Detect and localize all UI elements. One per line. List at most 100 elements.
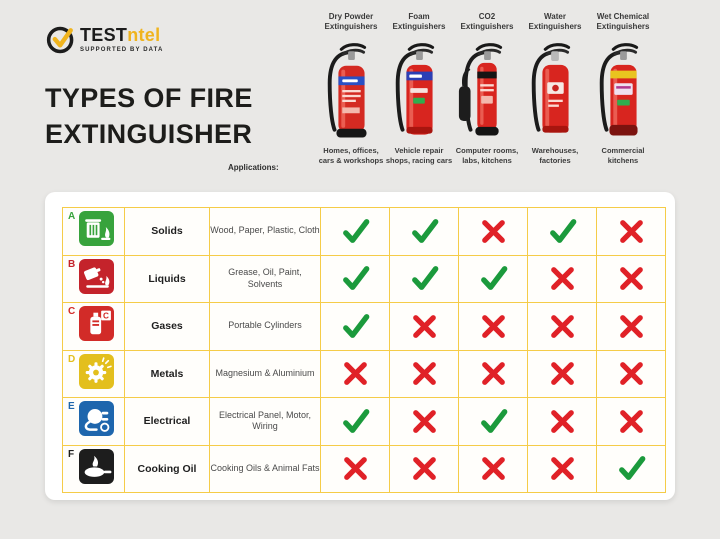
check-mark-icon xyxy=(618,456,645,481)
check-mark-icon xyxy=(342,218,369,243)
cross-mark-icon xyxy=(481,457,505,481)
extinguisher-application: Vehicle repair shops, racing cars xyxy=(385,146,453,165)
applications-label: Applications: xyxy=(228,163,279,172)
mark-cell xyxy=(320,302,390,351)
check-mark-icon xyxy=(321,216,389,247)
cross-mark-icon xyxy=(321,453,389,484)
table-row-liquids: B Liquids Grease, Oil, Paint, Solvents xyxy=(62,254,666,303)
cross-mark-icon xyxy=(597,216,665,247)
cross-mark-icon xyxy=(343,362,367,386)
check-mark-icon xyxy=(321,406,389,437)
cross-mark-icon xyxy=(528,358,596,389)
table-row-electrical: E Electrical Electrical Panel, Motor, Wiri… xyxy=(62,397,666,446)
extinguisher-application: Homes, offices, cars & workshops xyxy=(318,146,384,165)
check-mark-icon xyxy=(411,218,438,243)
cross-mark-icon xyxy=(390,311,458,342)
extinguisher-label: Water Extinguishers xyxy=(528,12,582,31)
mark-cell xyxy=(389,397,459,446)
cross-mark-icon xyxy=(619,314,643,338)
svg-text:C: C xyxy=(103,312,109,321)
wet-chemical-extinguisher-image xyxy=(589,38,657,142)
extinguisher-column-co2: CO2 Extinguishers Computer rooms, labs, k… xyxy=(453,12,521,166)
mark-cell xyxy=(596,397,666,446)
extinguisher-label: Dry Powder Extinguishers xyxy=(324,12,378,31)
cross-mark-icon xyxy=(459,358,527,389)
page-title-line1: TYPES OF FIRE xyxy=(45,83,253,113)
brand-name: TESTntel xyxy=(80,25,163,45)
check-mark-icon xyxy=(390,263,458,294)
cross-mark-icon xyxy=(597,311,665,342)
table-row-cooking-oil: F Cooking Oil Cooking Oils & Animal Fats xyxy=(62,444,666,493)
extinguisher-column-water: Water Extinguishers Warehouses, factories xyxy=(521,12,589,166)
class-letter: D xyxy=(68,353,76,365)
class-name: Cooking Oil xyxy=(124,444,210,493)
mark-cell xyxy=(320,444,390,493)
cross-mark-icon xyxy=(481,362,505,386)
mark-cell xyxy=(389,444,459,493)
extinguisher-column-foam: Foam Extinguishers Vehicle repair shops, … xyxy=(385,12,453,166)
class-materials: Electrical Panel, Motor, Wiring xyxy=(209,397,321,446)
cross-mark-icon xyxy=(550,362,574,386)
check-mark-icon xyxy=(459,406,527,437)
mark-cell xyxy=(389,207,459,256)
class-name: Solids xyxy=(124,207,210,256)
class-icon-cell: D xyxy=(62,349,125,398)
mark-cell xyxy=(389,302,459,351)
mark-cell xyxy=(527,397,597,446)
cross-mark-icon xyxy=(528,311,596,342)
extinguisher-application: Computer rooms, labs, kitchens xyxy=(455,146,519,165)
cross-mark-icon xyxy=(619,219,643,243)
cross-mark-icon xyxy=(597,406,665,437)
mark-cell xyxy=(596,207,666,256)
check-mark-icon xyxy=(549,218,576,243)
cross-mark-icon xyxy=(481,314,505,338)
table-row-solids: A Solids Wood, Paper, Plastic, Cloth xyxy=(62,207,666,256)
table-card: A Solids Wood, Paper, Plastic, Cloth B Liqui… xyxy=(45,192,675,500)
mark-cell xyxy=(458,302,528,351)
cross-mark-icon xyxy=(528,406,596,437)
mark-cell xyxy=(458,397,528,446)
mark-cell xyxy=(527,207,597,256)
class-letter: C xyxy=(68,306,76,317)
liquids-fire-icon xyxy=(79,258,114,294)
cross-mark-icon xyxy=(528,453,596,484)
brand-text: TESTntel SUPPORTED BY DATA xyxy=(80,25,163,53)
class-icon-cell: E xyxy=(62,397,125,446)
mark-cell xyxy=(527,302,597,351)
class-letter: E xyxy=(68,401,75,412)
page-title: TYPES OF FIRE EXTINGUISHER xyxy=(45,80,253,152)
brand-name-black: TEST xyxy=(80,25,128,45)
extinguisher-column-dry-powder: Dry Powder Extinguishers Homes, offices, … xyxy=(317,12,385,166)
cross-mark-icon xyxy=(619,267,643,291)
cross-mark-icon xyxy=(550,409,574,433)
mark-cell xyxy=(596,254,666,303)
mark-cell xyxy=(320,254,390,303)
check-mark-icon xyxy=(342,313,369,338)
check-mark-icon xyxy=(480,408,507,433)
mark-cell xyxy=(320,349,390,398)
check-circle-icon xyxy=(46,25,76,55)
page-title-line2: EXTINGUISHER xyxy=(45,119,253,149)
electrical-fire-icon xyxy=(79,401,114,437)
class-icon-cell: A xyxy=(62,207,125,256)
cross-mark-icon xyxy=(619,409,643,433)
class-icon-cell: F xyxy=(62,444,125,493)
cross-mark-icon xyxy=(550,267,574,291)
extinguisher-label: CO2 Extinguishers xyxy=(460,12,514,31)
brand-tagline: SUPPORTED BY DATA xyxy=(80,47,164,53)
mark-cell xyxy=(527,254,597,303)
extinguisher-label: Wet Chemical Extinguishers xyxy=(596,12,650,31)
mark-cell xyxy=(527,444,597,493)
dry-powder-extinguisher-image xyxy=(317,38,385,142)
check-mark-icon xyxy=(342,408,369,433)
class-materials: Portable Cylinders xyxy=(209,302,321,351)
class-name: Gases xyxy=(124,302,210,351)
class-name: Liquids xyxy=(124,254,210,303)
cross-mark-icon xyxy=(412,409,436,433)
cross-mark-icon xyxy=(550,314,574,338)
cross-mark-icon xyxy=(343,457,367,481)
compatibility-table: A Solids Wood, Paper, Plastic, Cloth B Liqui… xyxy=(62,207,666,493)
mark-cell xyxy=(458,254,528,303)
cross-mark-icon xyxy=(597,263,665,294)
